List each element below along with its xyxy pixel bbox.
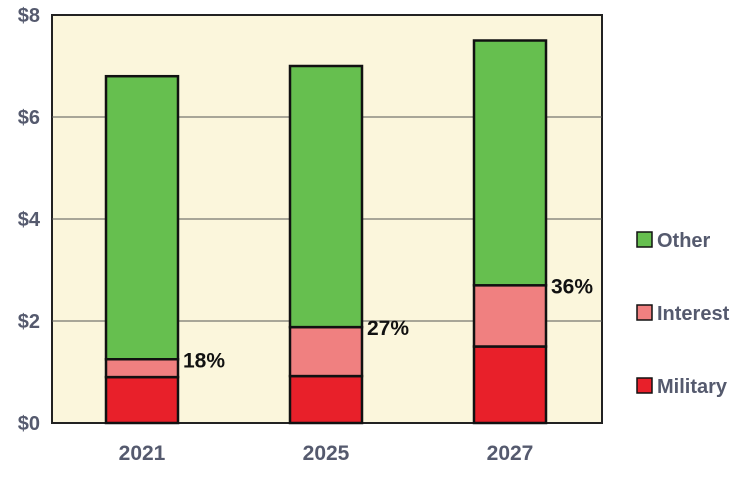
- x-tick-label: 2021: [119, 442, 166, 465]
- share-annotation: 36%: [551, 275, 593, 298]
- share-annotation: 27%: [367, 317, 409, 340]
- legend-swatch-interest: [636, 304, 653, 321]
- bar-segment-interest: [104, 358, 180, 379]
- x-tick-label: 2027: [487, 442, 534, 465]
- bar-segment-other: [472, 39, 548, 287]
- bar-segment-military: [288, 374, 364, 425]
- legend-swatch-military: [636, 377, 653, 394]
- legend-label-other: Other: [657, 230, 711, 252]
- y-tick-label: $4: [18, 209, 41, 231]
- y-tick-label: $0: [18, 413, 40, 435]
- y-tick-label: $6: [18, 107, 40, 129]
- share-annotation: 18%: [183, 349, 225, 372]
- bar-segment-military: [472, 345, 548, 425]
- share-annotations: 18% 27% 36%: [183, 275, 593, 372]
- y-tick-label: $8: [18, 5, 40, 27]
- x-axis: 2021 2025 2027: [119, 442, 534, 465]
- bar-segment-interest: [472, 284, 548, 348]
- x-tick-label: 2025: [303, 442, 350, 465]
- bars: [104, 39, 548, 425]
- bar-segment-other: [104, 74, 180, 361]
- bar-segment-interest: [288, 325, 364, 378]
- y-axis: $0 $2 $4 $6 $8: [18, 5, 41, 435]
- legend-label-military: Military: [657, 376, 728, 398]
- legend-label-interest: Interest: [657, 303, 730, 325]
- y-tick-label: $2: [18, 311, 40, 333]
- bar-segment-other: [288, 64, 364, 329]
- legend: Other Interest Military: [636, 230, 730, 398]
- bar-segment-military: [104, 375, 180, 425]
- legend-swatch-other: [636, 231, 653, 248]
